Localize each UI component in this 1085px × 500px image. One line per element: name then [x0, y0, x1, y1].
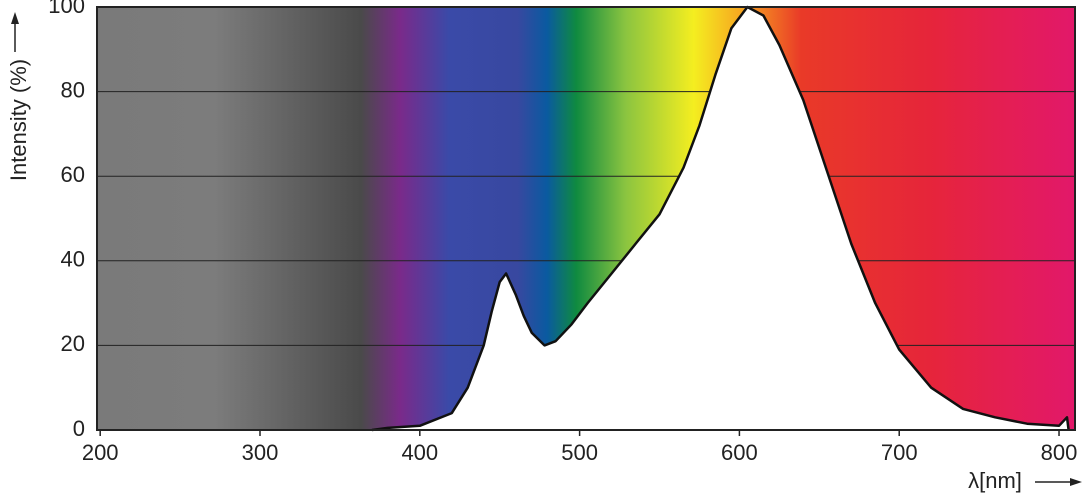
x-tick-label: 400	[401, 440, 438, 465]
y-tick-label: 80	[61, 77, 85, 102]
y-axis-arrowhead	[11, 12, 19, 24]
x-axis-label: λ[nm]	[968, 468, 1022, 493]
x-tick-label: 500	[561, 440, 598, 465]
y-tick-label: 20	[61, 331, 85, 356]
x-tick-label: 700	[881, 440, 918, 465]
y-tick-label: 100	[48, 0, 85, 18]
y-tick-label: 40	[61, 247, 85, 272]
x-tick-label: 800	[1041, 440, 1078, 465]
x-tick-label: 300	[242, 440, 279, 465]
x-tick-label: 200	[82, 440, 119, 465]
y-axis-label: Intensity (%)	[6, 59, 31, 181]
x-tick-label: 600	[721, 440, 758, 465]
spectrum-line	[371, 5, 1070, 432]
y-tick-label: 60	[61, 162, 85, 187]
plot-frame	[96, 6, 1076, 431]
area-under-curve	[371, 7, 1069, 430]
y-tick-label: 0	[73, 416, 85, 441]
x-axis-arrowhead	[1070, 478, 1082, 486]
